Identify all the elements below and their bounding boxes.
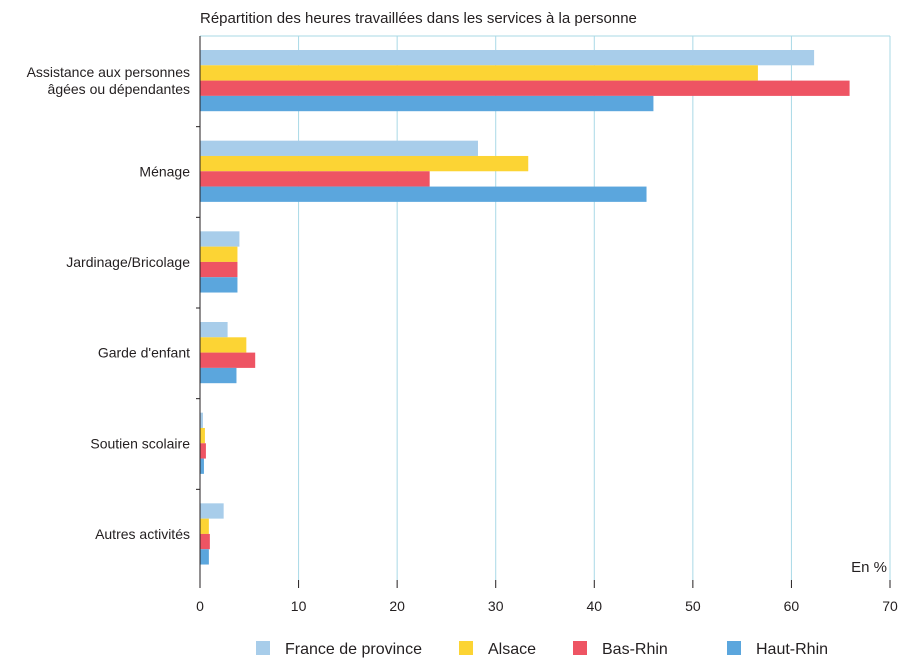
bar-haut-rhin-2: [200, 277, 238, 293]
bar-france-de-province-2: [200, 231, 240, 247]
bar-alsace-0: [200, 65, 758, 81]
bar-france-de-province-4: [200, 412, 203, 428]
bars: [200, 50, 850, 565]
bar-haut-rhin-1: [200, 186, 647, 202]
category-label: âgées ou dépendantes: [48, 81, 190, 97]
bar-bas-rhin-4: [200, 443, 206, 459]
category-label: Ménage: [139, 163, 190, 179]
category-label: Assistance aux personnes: [27, 64, 190, 80]
bar-bas-rhin-5: [200, 533, 210, 550]
category-label: Jardinage/Bricolage: [66, 254, 190, 270]
x-tick-label: 20: [389, 598, 405, 614]
legend-label: Haut-Rhin: [756, 641, 828, 658]
x-tick-label: 0: [196, 598, 204, 614]
x-tick-label: 10: [291, 598, 307, 614]
unit-label: En %: [851, 559, 887, 576]
bar-haut-rhin-0: [200, 95, 654, 112]
x-tick-label: 30: [488, 598, 504, 614]
bar-haut-rhin-5: [200, 549, 209, 565]
x-tick-labels: 0 10 20 30 40 50 60 70: [196, 598, 898, 614]
bar-bas-rhin-1: [200, 171, 430, 187]
bar-bas-rhin-0: [200, 80, 850, 96]
bar-alsace-5: [200, 518, 209, 534]
legend-swatch: [256, 641, 270, 655]
legend-swatch: [459, 641, 473, 655]
legend-label: Bas-Rhin: [602, 641, 668, 658]
bar-france-de-province-0: [200, 50, 815, 66]
bar-alsace-2: [200, 246, 238, 262]
bar-france-de-province-3: [200, 322, 228, 338]
bar-france-de-province-1: [200, 140, 478, 156]
x-tick-label: 60: [784, 598, 800, 614]
bar-france-de-province-5: [200, 503, 224, 519]
chart-title: Répartition des heures travaillées dans …: [200, 10, 637, 27]
legend: France de province Alsace Bas-Rhin Haut-Rhi…: [256, 641, 828, 658]
bar-alsace-3: [200, 337, 247, 353]
legend-label: France de province: [285, 641, 422, 658]
legend-swatch: [727, 641, 741, 655]
bar-alsace-4: [200, 427, 205, 444]
gridlines: [200, 35, 891, 580]
legend-swatch: [573, 641, 587, 655]
bar-haut-rhin-3: [200, 367, 237, 384]
axes: [196, 36, 891, 588]
category-label: Autres activités: [95, 526, 190, 542]
bar-alsace-1: [200, 155, 529, 172]
bar-haut-rhin-4: [200, 458, 204, 474]
x-tick-label: 70: [882, 598, 898, 614]
category-label: Soutien scolaire: [90, 435, 190, 451]
bar-bas-rhin-2: [200, 261, 238, 278]
x-tick-label: 50: [685, 598, 701, 614]
category-label: Garde d'enfant: [98, 345, 190, 361]
legend-label: Alsace: [488, 641, 536, 658]
bar-bas-rhin-3: [200, 352, 256, 368]
x-tick-label: 40: [586, 598, 602, 614]
